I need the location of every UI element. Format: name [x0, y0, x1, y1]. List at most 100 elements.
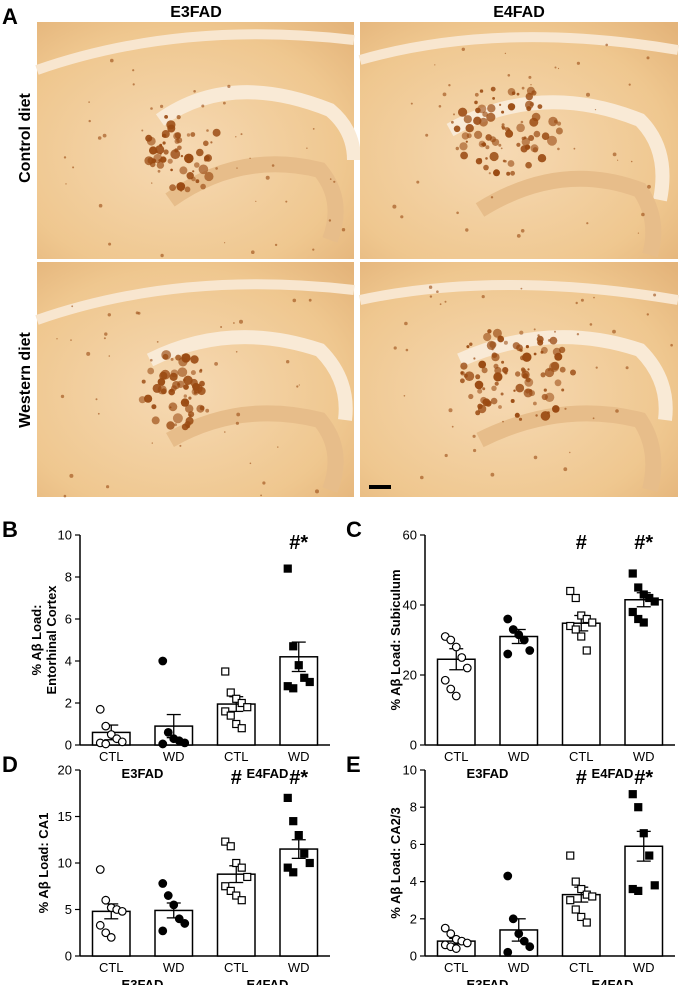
data-point	[514, 630, 524, 640]
plaque-deposit	[60, 394, 65, 399]
plaque-deposit	[499, 103, 502, 106]
plaque-deposit	[436, 290, 439, 294]
plaque-deposit	[235, 421, 239, 425]
plaque-deposit	[329, 178, 332, 180]
plaque-deposit	[530, 84, 532, 86]
plaque-deposit	[576, 333, 580, 336]
plaque-deposit	[586, 222, 589, 225]
y-tick-label: 10	[58, 528, 72, 543]
plaque-deposit	[239, 319, 243, 324]
x-category-label: WD	[508, 960, 530, 975]
data-point	[226, 688, 235, 697]
data-point	[101, 721, 111, 731]
plaque-deposit	[292, 298, 297, 303]
plaque-deposit	[151, 416, 160, 425]
data-point	[158, 926, 168, 936]
plaque-deposit	[490, 397, 498, 405]
data-point	[451, 691, 461, 701]
plaque-deposit	[341, 228, 346, 232]
data-point	[446, 929, 456, 939]
plaque-deposit	[489, 341, 497, 349]
plaque-deposit	[537, 334, 540, 337]
data-point	[446, 684, 456, 694]
y-tick-label: 10	[58, 856, 72, 871]
plaque-deposit	[593, 296, 595, 299]
plaque-deposit	[474, 92, 479, 97]
plaque-deposit	[106, 485, 110, 489]
plaque-deposit	[474, 380, 484, 390]
micrograph-e4fad-control	[358, 22, 679, 259]
plaque-deposit	[541, 346, 548, 354]
data-point	[95, 704, 105, 714]
plaque-deposit	[459, 142, 468, 151]
plaque-deposit	[612, 329, 616, 334]
plaque-deposit	[473, 448, 477, 453]
plaque-deposit	[518, 348, 522, 352]
plaque-deposit	[482, 111, 488, 117]
data-point	[639, 618, 648, 627]
data-point	[232, 694, 241, 703]
plaque-deposit	[474, 100, 478, 105]
plaque-deposit	[501, 110, 505, 114]
plaque-deposit	[498, 405, 502, 409]
data-point	[95, 865, 105, 874]
bar	[561, 622, 601, 746]
plaque-deposit	[169, 184, 177, 192]
plaque-deposit	[586, 92, 590, 97]
plaque-deposit	[451, 425, 454, 428]
plaque-deposit	[249, 462, 252, 465]
data-point	[571, 877, 580, 886]
plaque-deposit	[514, 412, 520, 418]
plaque-deposit	[308, 298, 312, 302]
plaque-deposit	[170, 168, 173, 172]
x-category-label: WD	[508, 749, 530, 764]
plaque-deposit	[460, 378, 465, 384]
plaque-deposit	[404, 321, 408, 326]
data-point	[237, 724, 246, 733]
plaque-deposit	[530, 144, 539, 153]
data-point	[645, 851, 654, 860]
plaque-deposit	[177, 367, 188, 378]
data-point	[158, 739, 168, 749]
plaque-deposit	[224, 242, 226, 244]
plaque-deposit	[162, 141, 166, 145]
plaque-deposit	[315, 489, 319, 494]
plaque-deposit	[502, 420, 504, 423]
data-point	[101, 928, 111, 938]
data-point	[226, 842, 235, 851]
plaque-deposit	[444, 453, 448, 458]
plaque-deposit	[544, 392, 555, 402]
plaque-deposit	[474, 130, 483, 139]
plaque-deposit	[63, 494, 67, 498]
plaque-deposit	[71, 305, 74, 308]
plaque-deposit	[151, 182, 153, 184]
plaque-deposit	[157, 169, 161, 173]
plaque-deposit	[312, 248, 315, 251]
plaque-deposit	[473, 357, 476, 360]
bar-charts: B 0 2 4 6 8 10 % Aβ Load: Entorhinal Cortex CTL WD…	[2, 517, 675, 985]
plaque-deposit	[520, 229, 525, 233]
plaque-deposit	[193, 391, 197, 395]
plaque-deposit	[215, 167, 218, 170]
x-category-label: WD	[633, 749, 655, 764]
plaque-deposit	[185, 404, 194, 413]
plaque-deposit	[193, 90, 196, 93]
plaque-deposit	[477, 388, 483, 394]
x-group-label: E3FAD	[122, 766, 164, 781]
data-point	[519, 635, 529, 645]
y-tick-label: 20	[58, 763, 72, 778]
plaque-deposit	[199, 380, 205, 387]
data-point	[221, 667, 230, 676]
plaque-deposit	[255, 200, 257, 202]
plaque-deposit	[475, 374, 481, 380]
plaque-deposit	[472, 434, 476, 438]
data-point	[462, 938, 472, 948]
plaque-deposit	[147, 367, 155, 375]
panel-label: E	[346, 752, 361, 777]
data-point	[283, 793, 292, 803]
plaque-deposit	[485, 157, 488, 160]
plaque-deposit	[507, 74, 511, 77]
data-point	[566, 896, 575, 905]
plaque-deposit	[97, 412, 100, 415]
plaque-deposit	[141, 129, 144, 132]
